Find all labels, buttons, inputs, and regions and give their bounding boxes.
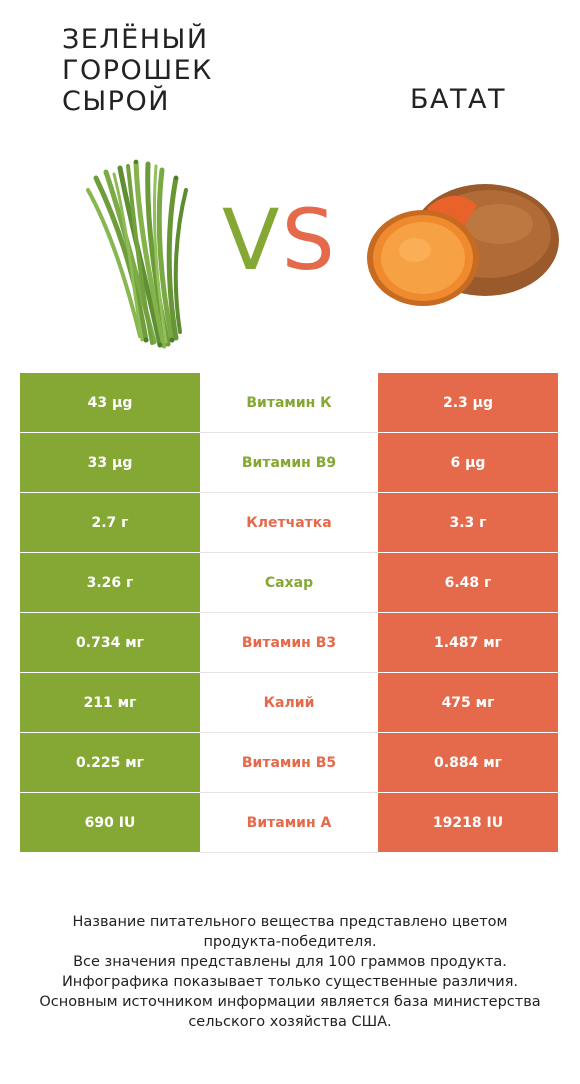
table-row: 0.225 мг Витамин B5 0.884 мг bbox=[20, 733, 558, 793]
footer-line: Инфографика показывает только существенн… bbox=[61, 974, 519, 990]
footer-line: сельского хозяйства США. bbox=[188, 1014, 392, 1030]
nutrient-comparison-table: 43 µg Витамин К 2.3 µg 33 µg Витамин B9 … bbox=[20, 373, 558, 853]
nutrient-name: Витамин B9 bbox=[200, 433, 378, 493]
table-row: 2.7 г Клетчатка 3.3 г bbox=[20, 493, 558, 553]
footer-line: Основным источником информации является … bbox=[39, 994, 541, 1010]
right-value: 2.3 µg bbox=[378, 373, 558, 433]
left-value: 0.734 мг bbox=[20, 613, 200, 673]
nutrient-name: Витамин B5 bbox=[200, 733, 378, 793]
right-value: 1.487 мг bbox=[378, 613, 558, 673]
left-value: 3.26 г bbox=[20, 553, 200, 613]
footer-line: Все значения представлены для 100 граммо… bbox=[73, 954, 507, 970]
footer-line: Название питательного вещества представл… bbox=[72, 914, 508, 930]
right-value: 0.884 мг bbox=[378, 733, 558, 793]
right-value: 3.3 г bbox=[378, 493, 558, 553]
right-value: 6.48 г bbox=[378, 553, 558, 613]
left-value: 0.225 мг bbox=[20, 733, 200, 793]
vs-v-letter: V bbox=[222, 191, 282, 289]
left-value: 211 мг bbox=[20, 673, 200, 733]
footer-notes: Название питательного вещества представл… bbox=[20, 912, 560, 1032]
table-row: 0.734 мг Витамин B3 1.487 мг bbox=[20, 613, 558, 673]
table-row: 3.26 г Сахар 6.48 г bbox=[20, 553, 558, 613]
footer-line: продукта-победителя. bbox=[203, 934, 377, 950]
table-row: 211 мг Калий 475 мг bbox=[20, 673, 558, 733]
left-value: 2.7 г bbox=[20, 493, 200, 553]
left-value: 33 µg bbox=[20, 433, 200, 493]
right-value: 6 µg bbox=[378, 433, 558, 493]
sweet-potato-image bbox=[367, 184, 559, 306]
table-row: 33 µg Витамин B9 6 µg bbox=[20, 433, 558, 493]
vs-s-letter: S bbox=[281, 191, 337, 289]
green-beans-image bbox=[86, 159, 188, 349]
right-value: 475 мг bbox=[378, 673, 558, 733]
vs-label: VS bbox=[222, 195, 357, 285]
nutrient-name: Сахар bbox=[200, 553, 378, 613]
table-row: 690 IU Витамин A 19218 IU bbox=[20, 793, 558, 853]
nutrient-name: Клетчатка bbox=[200, 493, 378, 553]
nutrient-name: Витамин B3 bbox=[200, 613, 378, 673]
nutrient-name: Калий bbox=[200, 673, 378, 733]
table-row: 43 µg Витамин К 2.3 µg bbox=[20, 373, 558, 433]
left-product-title: ЗЕЛЁНЫЙ ГОРОШЕК СЫРОЙ bbox=[62, 24, 213, 117]
left-value: 43 µg bbox=[20, 373, 200, 433]
right-product-title: БАТАТ bbox=[410, 84, 506, 115]
left-value: 690 IU bbox=[20, 793, 200, 853]
nutrient-name: Витамин К bbox=[200, 373, 378, 433]
right-value: 19218 IU bbox=[378, 793, 558, 853]
nutrient-name: Витамин A bbox=[200, 793, 378, 853]
